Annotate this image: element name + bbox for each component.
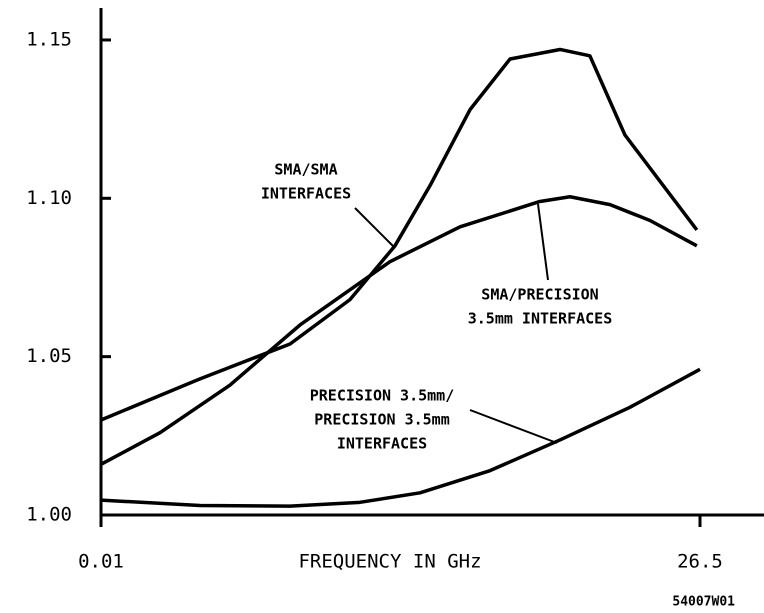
annotation: INTERFACES [337,435,427,453]
annotation: 3.5mm INTERFACES [468,310,613,328]
y-tick-label: 1.00 [26,504,72,526]
annotation: PRECISION 3.5mm/ [310,387,455,405]
x-tick-label: 26.5 [677,551,723,573]
leader-line [354,207,394,247]
footnote: 54007W01 [672,595,735,610]
y-tick-label: 1.05 [26,345,72,367]
y-tick-label: 1.10 [26,187,72,209]
leader-line [537,203,549,281]
series-line [100,47,699,422]
annotation: INTERFACES [261,185,351,203]
annotation: SMA/PRECISION [481,286,598,304]
series-line [100,367,701,508]
annotation: SMA/SMA [274,161,337,179]
annotation: PRECISION 3.5mm [314,411,449,429]
x-axis-label: FREQUENCY IN GHz [298,551,481,573]
leader-line [469,409,558,444]
series-line [100,194,698,466]
y-tick-label: 1.15 [26,28,72,50]
x-tick-label: 0.01 [78,551,124,573]
